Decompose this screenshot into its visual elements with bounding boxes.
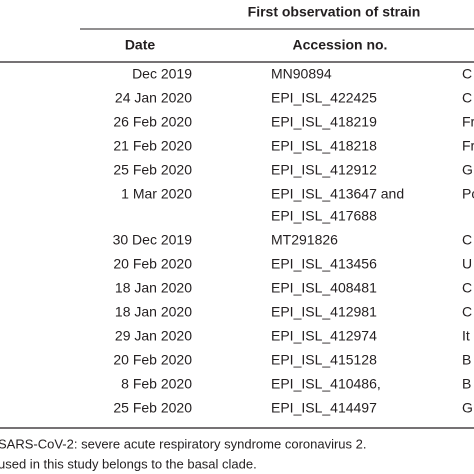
accession-cell: EPI_ISL_412912: [271, 162, 377, 178]
column-header: Accession no.: [293, 37, 388, 53]
origin-cell: U: [462, 256, 472, 272]
origin-cell: C: [462, 304, 472, 320]
accession-cell: EPI_ISL_408481: [271, 280, 377, 296]
date-cell: 20 Feb 2020: [113, 256, 192, 272]
origin-cell: B: [462, 376, 471, 392]
date-cell: 18 Jan 2020: [115, 280, 192, 296]
date-cell: 18 Jan 2020: [115, 304, 192, 320]
accession-cell: EPI_ISL_414497: [271, 400, 377, 416]
origin-cell: C: [462, 232, 472, 248]
accession-cell: EPI_ISL_413456: [271, 256, 377, 272]
date-cell: 21 Feb 2020: [113, 138, 192, 154]
date-cell: 25 Feb 2020: [113, 162, 192, 178]
date-cell: 8 Feb 2020: [121, 376, 192, 392]
accession-cell: EPI_ISL_412981: [271, 304, 377, 320]
origin-cell: C: [462, 66, 472, 82]
accession-cell: EPI_ISL_418218: [271, 138, 377, 154]
footnote: SARS-CoV-2: severe acute respiratory syn…: [0, 436, 367, 451]
origin-cell: G: [462, 400, 473, 416]
date-cell: 30 Dec 2019: [113, 232, 193, 248]
origin-cell: C: [462, 90, 472, 106]
origin-cell: Po: [462, 186, 474, 202]
date-cell: 20 Feb 2020: [113, 352, 192, 368]
accession-cell: EPI_ISL_412974: [271, 328, 377, 344]
origin-cell: G: [462, 162, 473, 178]
accession-cell: EPI_ISL_413647 and: [271, 186, 404, 202]
column-header: Date: [125, 37, 156, 53]
accession-cell: EPI_ISL_418219: [271, 114, 377, 130]
origin-cell: C: [462, 280, 472, 296]
date-cell: 1 Mar 2020: [121, 186, 192, 202]
accession-cell: MN90894: [271, 66, 332, 82]
accession-cell: EPI_ISL_410486,: [271, 376, 381, 392]
origin-cell: Fr: [462, 138, 474, 154]
origin-cell: B: [462, 352, 471, 368]
group-header: First observation of strain: [248, 4, 421, 20]
date-cell: Dec 2019: [132, 66, 192, 82]
origin-cell: Fr: [462, 114, 474, 130]
accession-cell: EPI_ISL_422425: [271, 90, 377, 106]
accession-cell: MT291826: [271, 232, 338, 248]
footnote: used in this study belongs to the basal …: [0, 456, 257, 471]
date-cell: 29 Jan 2020: [115, 328, 192, 344]
date-cell: 24 Jan 2020: [115, 90, 192, 106]
accession-cell: EPI_ISL_417688: [271, 208, 377, 224]
date-cell: 26 Feb 2020: [113, 114, 192, 130]
origin-cell: It: [462, 328, 470, 344]
accession-cell: EPI_ISL_415128: [271, 352, 377, 368]
date-cell: 25 Feb 2020: [113, 400, 192, 416]
